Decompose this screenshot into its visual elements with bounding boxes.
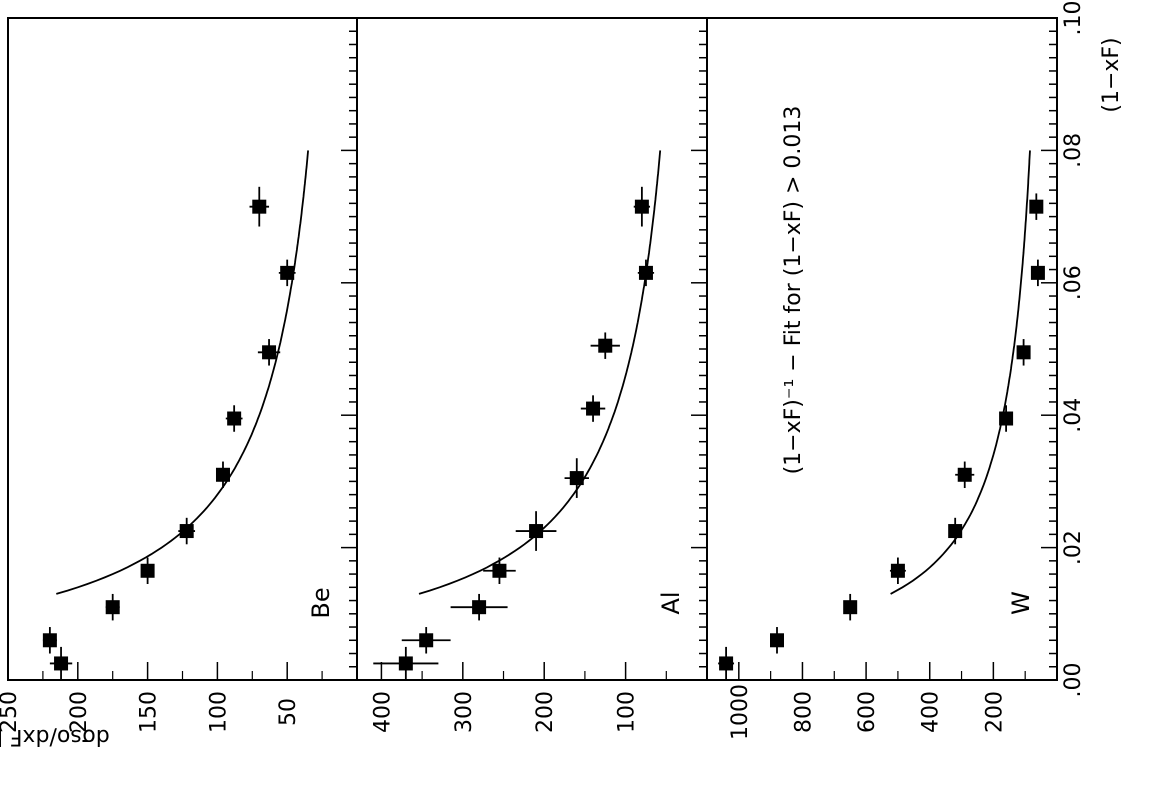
data-marker — [419, 633, 434, 648]
x-axis-title: (1−xF) — [1099, 37, 1124, 112]
data-marker — [890, 563, 905, 578]
data-point — [770, 627, 784, 654]
data-marker — [843, 600, 858, 615]
y-tick-label: 800 — [791, 691, 816, 733]
panel-label: Al — [657, 591, 685, 614]
data-point — [450, 593, 508, 621]
data-point — [225, 405, 243, 432]
y-tick-label: 200 — [533, 691, 558, 733]
x-tick-label: .00 — [1061, 663, 1086, 698]
y-tick-label: 400 — [370, 691, 395, 733]
x-tick-label: .08 — [1061, 133, 1086, 168]
data-marker — [770, 633, 784, 648]
data-point — [889, 557, 906, 585]
panel-frame — [7, 17, 358, 681]
y-tick-label: 100 — [206, 691, 231, 733]
panel-label: W — [1007, 591, 1035, 615]
data-point — [1029, 193, 1044, 220]
data-marker — [472, 600, 487, 615]
fit-curve — [56, 150, 309, 595]
data-marker — [948, 524, 963, 539]
data-point — [1016, 339, 1031, 366]
data-marker — [179, 524, 194, 539]
data-point — [257, 339, 281, 366]
panel-frame — [706, 17, 1058, 681]
data-marker — [634, 199, 649, 214]
panel-be: 50 100 150 200 250 Be — [0, 17, 358, 733]
panels: 50 100 150 200 250 Be 100 200 300 400 Al 200 400 600 8… — [0, 17, 1058, 740]
data-point — [637, 259, 655, 287]
data-point — [140, 557, 155, 585]
data-marker — [398, 656, 413, 671]
data-marker — [719, 656, 734, 671]
data-point — [955, 461, 975, 489]
data-marker — [492, 563, 507, 578]
data-marker — [598, 338, 613, 353]
data-point — [105, 593, 120, 621]
data-point — [843, 593, 858, 621]
data-point — [401, 627, 451, 654]
y-tick-label: 200 — [982, 691, 1007, 733]
fit-curve — [890, 150, 1031, 595]
y-tick-label: 400 — [919, 691, 944, 733]
data-point — [999, 405, 1014, 432]
data-marker — [1029, 199, 1044, 214]
data-point — [564, 458, 589, 498]
y-tick-label: 200 — [67, 691, 92, 733]
y-tick-label: 100 — [615, 691, 640, 733]
data-point — [278, 259, 296, 287]
y-tick-label: 300 — [452, 691, 477, 733]
y-tick-label: 250 — [0, 691, 22, 733]
data-marker — [999, 411, 1014, 426]
data-marker — [957, 467, 972, 482]
data-point — [948, 517, 963, 545]
y-tick-label: 600 — [855, 691, 880, 733]
data-point — [373, 646, 439, 680]
data-marker — [42, 633, 57, 648]
data-marker — [280, 265, 295, 280]
panel-label: Be — [307, 587, 335, 618]
y-axis-title: dσso/dxF [mb] — [0, 724, 110, 749]
data-point — [515, 511, 557, 551]
data-marker — [638, 265, 653, 280]
x-tick-label: .02 — [1061, 530, 1086, 565]
y-tick-label: 150 — [137, 691, 162, 733]
panel-frame — [356, 17, 708, 681]
x-tick-label: .04 — [1061, 398, 1086, 433]
data-point — [580, 395, 606, 422]
data-point — [590, 332, 620, 359]
data-marker — [1030, 265, 1045, 280]
data-point — [483, 557, 516, 585]
data-marker — [252, 199, 267, 214]
x-tick-label: .06 — [1061, 265, 1086, 300]
x-axis: .00 .02 .04 .06 .08 .10 — [1061, 1, 1086, 698]
data-marker — [140, 563, 155, 578]
y-tick-label: 50 — [276, 698, 301, 726]
data-point — [249, 186, 270, 227]
y-tick-label: 1000 — [728, 684, 753, 740]
data-marker — [529, 524, 544, 539]
data-point — [215, 461, 230, 489]
data-marker — [227, 411, 242, 426]
data-marker — [569, 471, 584, 486]
data-point — [49, 646, 73, 680]
panel-w: 200 400 600 800 1000 W — [706, 17, 1058, 740]
fit-annotation: (1−xF)⁻¹ − Fit for (1−xF) > 0.013 — [781, 106, 806, 475]
data-marker — [586, 401, 601, 416]
data-marker — [54, 656, 69, 671]
data-marker — [105, 600, 120, 615]
data-point — [42, 627, 57, 654]
data-point — [1030, 259, 1045, 287]
data-marker — [1016, 345, 1031, 360]
fit-curve — [418, 150, 662, 595]
data-point — [178, 517, 196, 545]
data-marker — [215, 467, 230, 482]
panel-al: 100 200 300 400 Al — [356, 17, 708, 733]
x-tick-label: .10 — [1061, 1, 1086, 36]
data-marker — [262, 345, 277, 360]
data-point — [718, 646, 735, 680]
data-point — [633, 186, 651, 227]
